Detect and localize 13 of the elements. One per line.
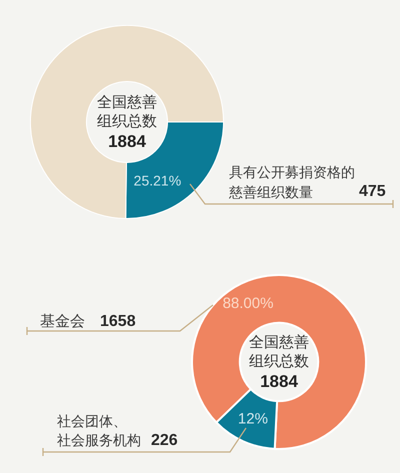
text: 全国慈善组织总数: [248, 333, 310, 371]
text: 1884: [107, 131, 147, 153]
data-label: 25.21%: [134, 172, 182, 189]
text: 1658: [100, 313, 136, 330]
text: 226: [151, 432, 178, 449]
text: 全国慈善组织总数: [96, 93, 158, 131]
slice-label: 具有公开募捐资格的慈善组织数量: [229, 163, 355, 202]
data-label: 12%: [238, 410, 268, 428]
text: 475: [359, 183, 386, 200]
data-label: 88.00%: [222, 294, 274, 312]
slice-label: 社会团体、社会服务机构: [57, 412, 141, 450]
slice-label: 基金会: [40, 312, 85, 332]
text: 1884: [259, 371, 299, 393]
